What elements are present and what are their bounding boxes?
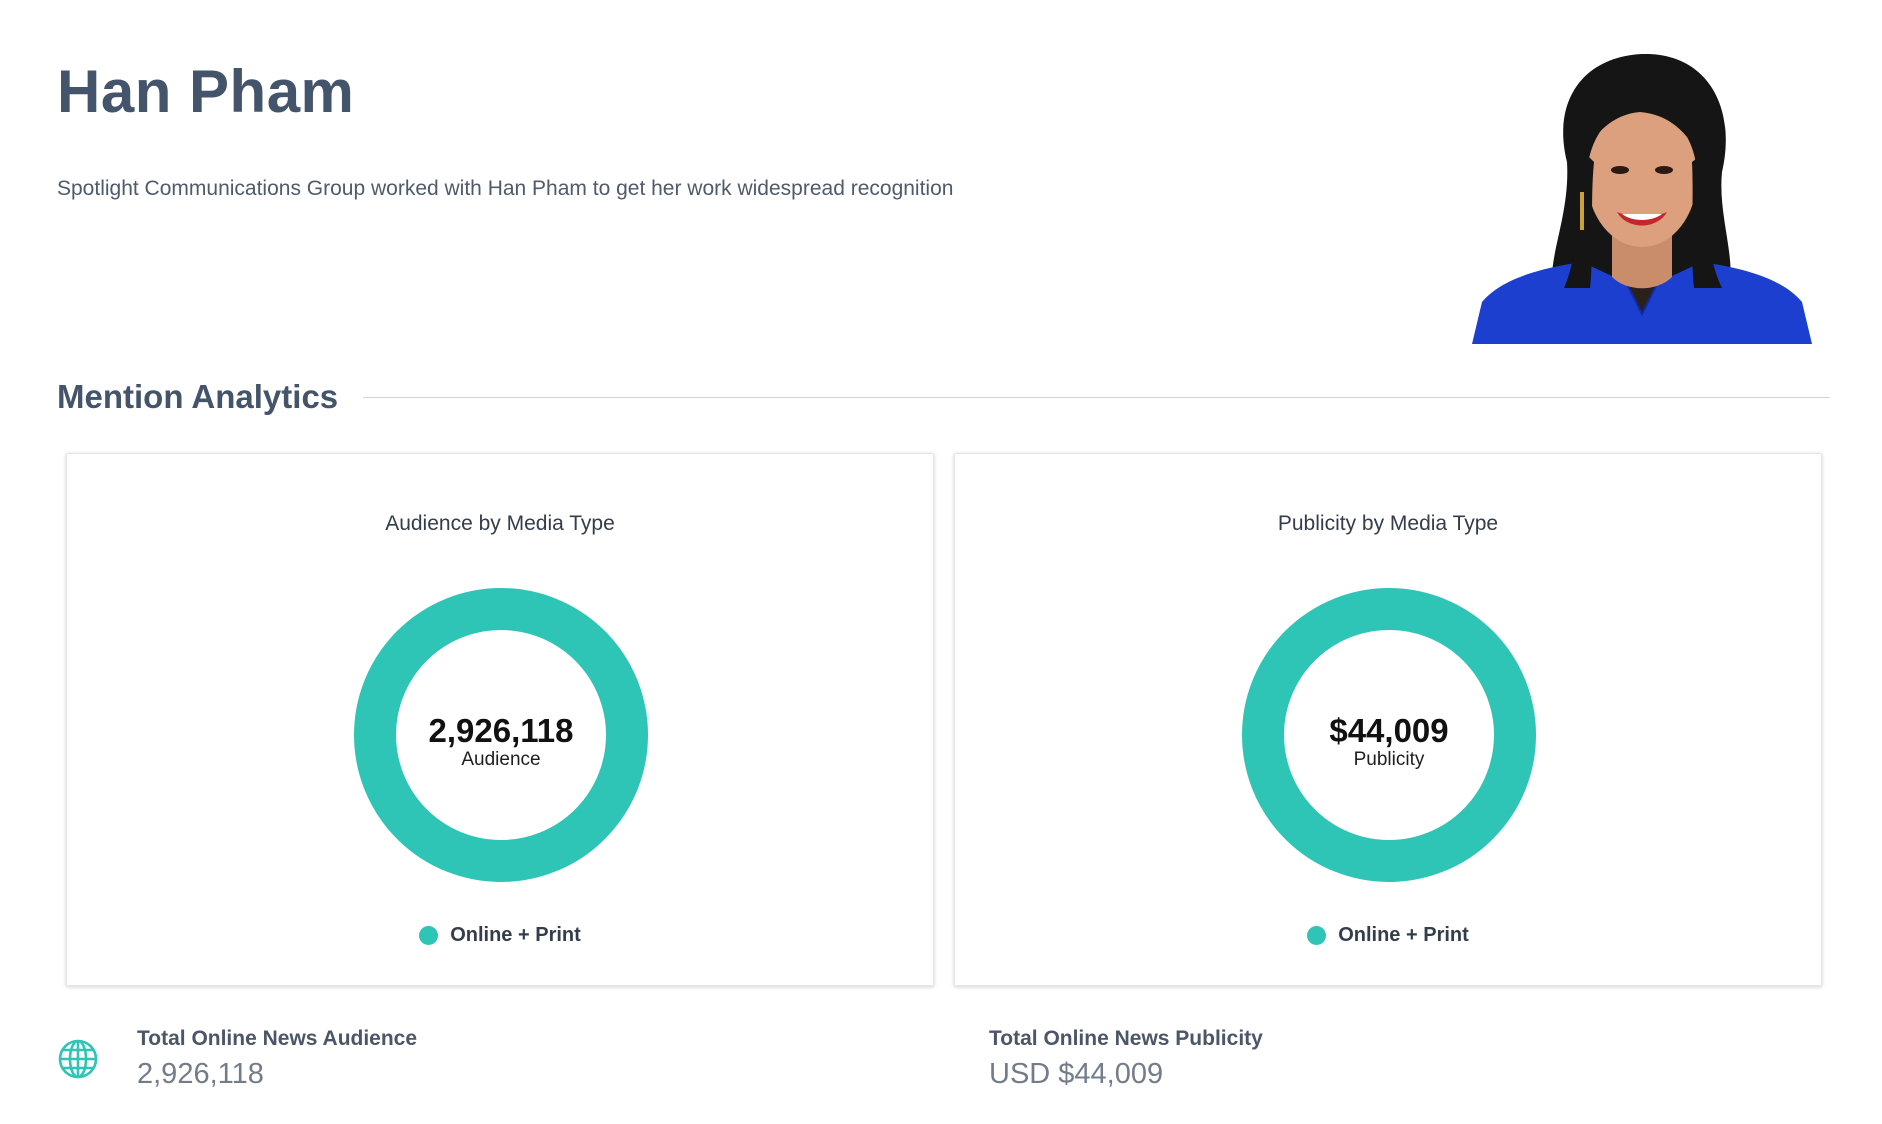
audience-chart-card: Audience by Media Type 2,926,118 Audienc… <box>66 453 934 986</box>
audience-donut-chart: 2,926,118 Audience <box>353 587 649 883</box>
audience-legend: Online + Print <box>67 924 933 947</box>
legend-swatch <box>419 926 439 945</box>
total-publicity-label: Total Online News Publicity <box>989 1027 1263 1050</box>
mention-analytics-header: Mention Analytics <box>57 375 1830 419</box>
publicity-donut-slice-online-print <box>1242 588 1536 882</box>
total-audience-stat: Total Online News Audience 2,926,118 <box>137 1024 417 1094</box>
legend-swatch <box>1307 926 1327 945</box>
publicity-chart-card: Publicity by Media Type $44,009 Publicit… <box>954 453 1822 986</box>
legend-label: Online + Print <box>1338 924 1469 946</box>
audience-donut-slice-online-print <box>354 588 648 882</box>
total-audience-label: Total Online News Audience <box>137 1027 418 1050</box>
audience-total-value: 2,926,118 <box>428 712 574 749</box>
total-publicity-value: USD $44,009 <box>989 1058 1164 1090</box>
audience-chart-title: Audience by Media Type <box>385 512 615 535</box>
legend-label: Online + Print <box>450 924 581 946</box>
section-divider <box>363 396 1830 398</box>
portrait-photo-icon <box>1472 52 1812 344</box>
publicity-donut-svg <box>1242 588 1536 882</box>
page-subtitle: Spotlight Communications Group worked wi… <box>57 177 954 200</box>
publicity-chart-title: Publicity by Media Type <box>1277 512 1499 535</box>
audience-total-label: Audience <box>461 749 541 770</box>
publicity-donut-chart: $44,009 Publicity <box>1241 587 1537 883</box>
total-publicity-stat: Total Online News Publicity USD $44,009 <box>989 1024 1263 1094</box>
publicity-legend: Online + Print <box>955 924 1821 947</box>
avatar <box>1472 52 1812 344</box>
total-audience-value: 2,926,118 <box>137 1058 264 1090</box>
publicity-total-value: $44,009 <box>1329 712 1449 749</box>
publicity-total-label: Publicity <box>1353 749 1425 770</box>
section-title: Mention Analytics <box>57 378 339 415</box>
globe-icon <box>57 1038 99 1080</box>
page-title: Han Pham <box>57 58 355 125</box>
audience-donut-svg <box>354 588 648 882</box>
